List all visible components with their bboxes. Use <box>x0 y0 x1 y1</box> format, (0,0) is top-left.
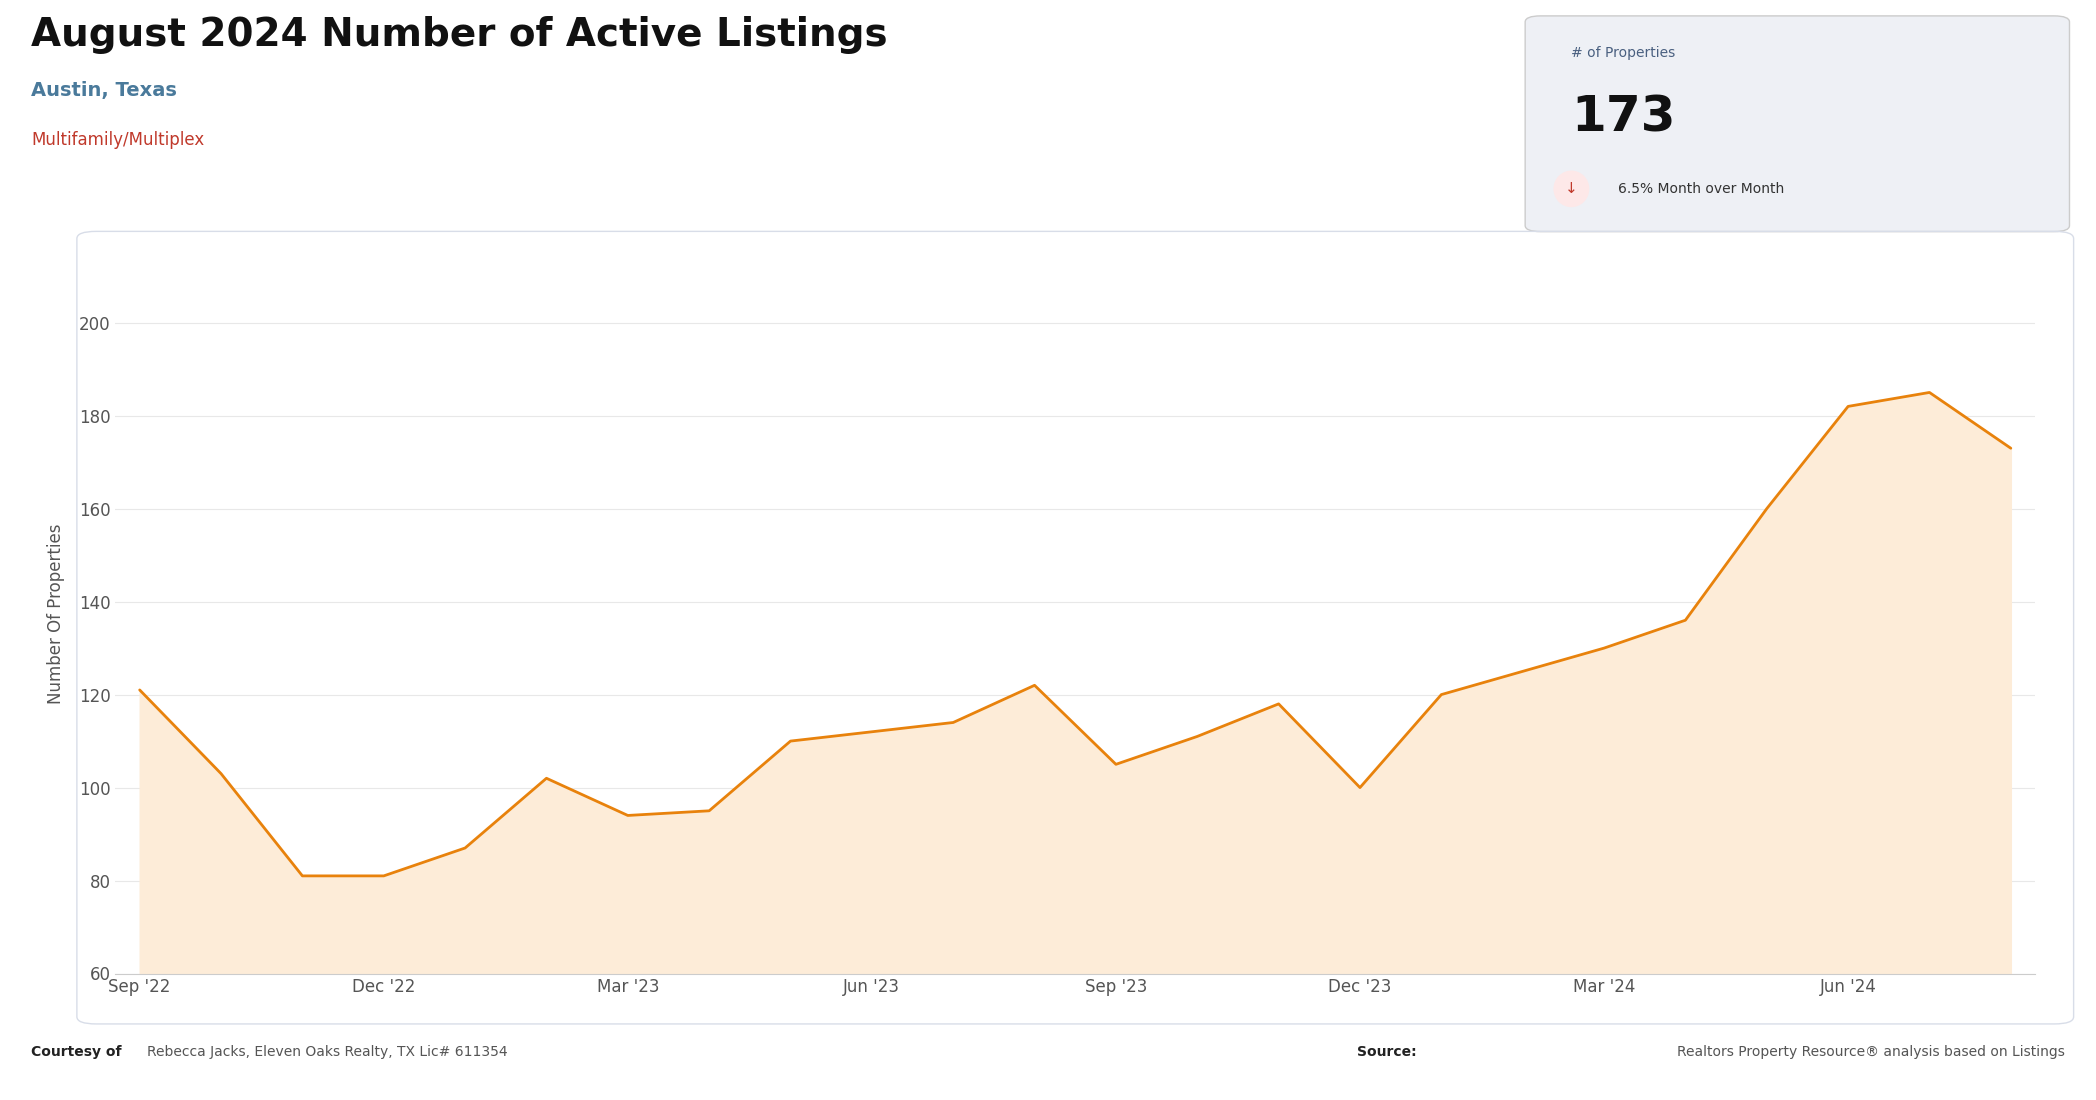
Text: Realtors Property Resource® analysis based on Listings: Realtors Property Resource® analysis bas… <box>1677 1045 2065 1059</box>
Text: Austin, Texas: Austin, Texas <box>31 81 178 100</box>
Text: 173: 173 <box>1572 94 1677 141</box>
Ellipse shape <box>1553 170 1589 207</box>
Text: 6.5% Month over Month: 6.5% Month over Month <box>1618 182 1784 196</box>
Text: Multifamily/Multiplex: Multifamily/Multiplex <box>31 131 205 149</box>
Text: Rebecca Jacks, Eleven Oaks Realty, TX Lic# 611354: Rebecca Jacks, Eleven Oaks Realty, TX Li… <box>147 1045 507 1059</box>
Y-axis label: Number Of Properties: Number Of Properties <box>46 522 65 704</box>
Text: Source:: Source: <box>1356 1045 1421 1059</box>
Text: ↓: ↓ <box>1566 182 1578 197</box>
Text: # of Properties: # of Properties <box>1572 46 1675 60</box>
FancyBboxPatch shape <box>1526 15 2069 232</box>
Text: Courtesy of: Courtesy of <box>31 1045 128 1059</box>
Text: August 2024 Number of Active Listings: August 2024 Number of Active Listings <box>31 16 889 55</box>
